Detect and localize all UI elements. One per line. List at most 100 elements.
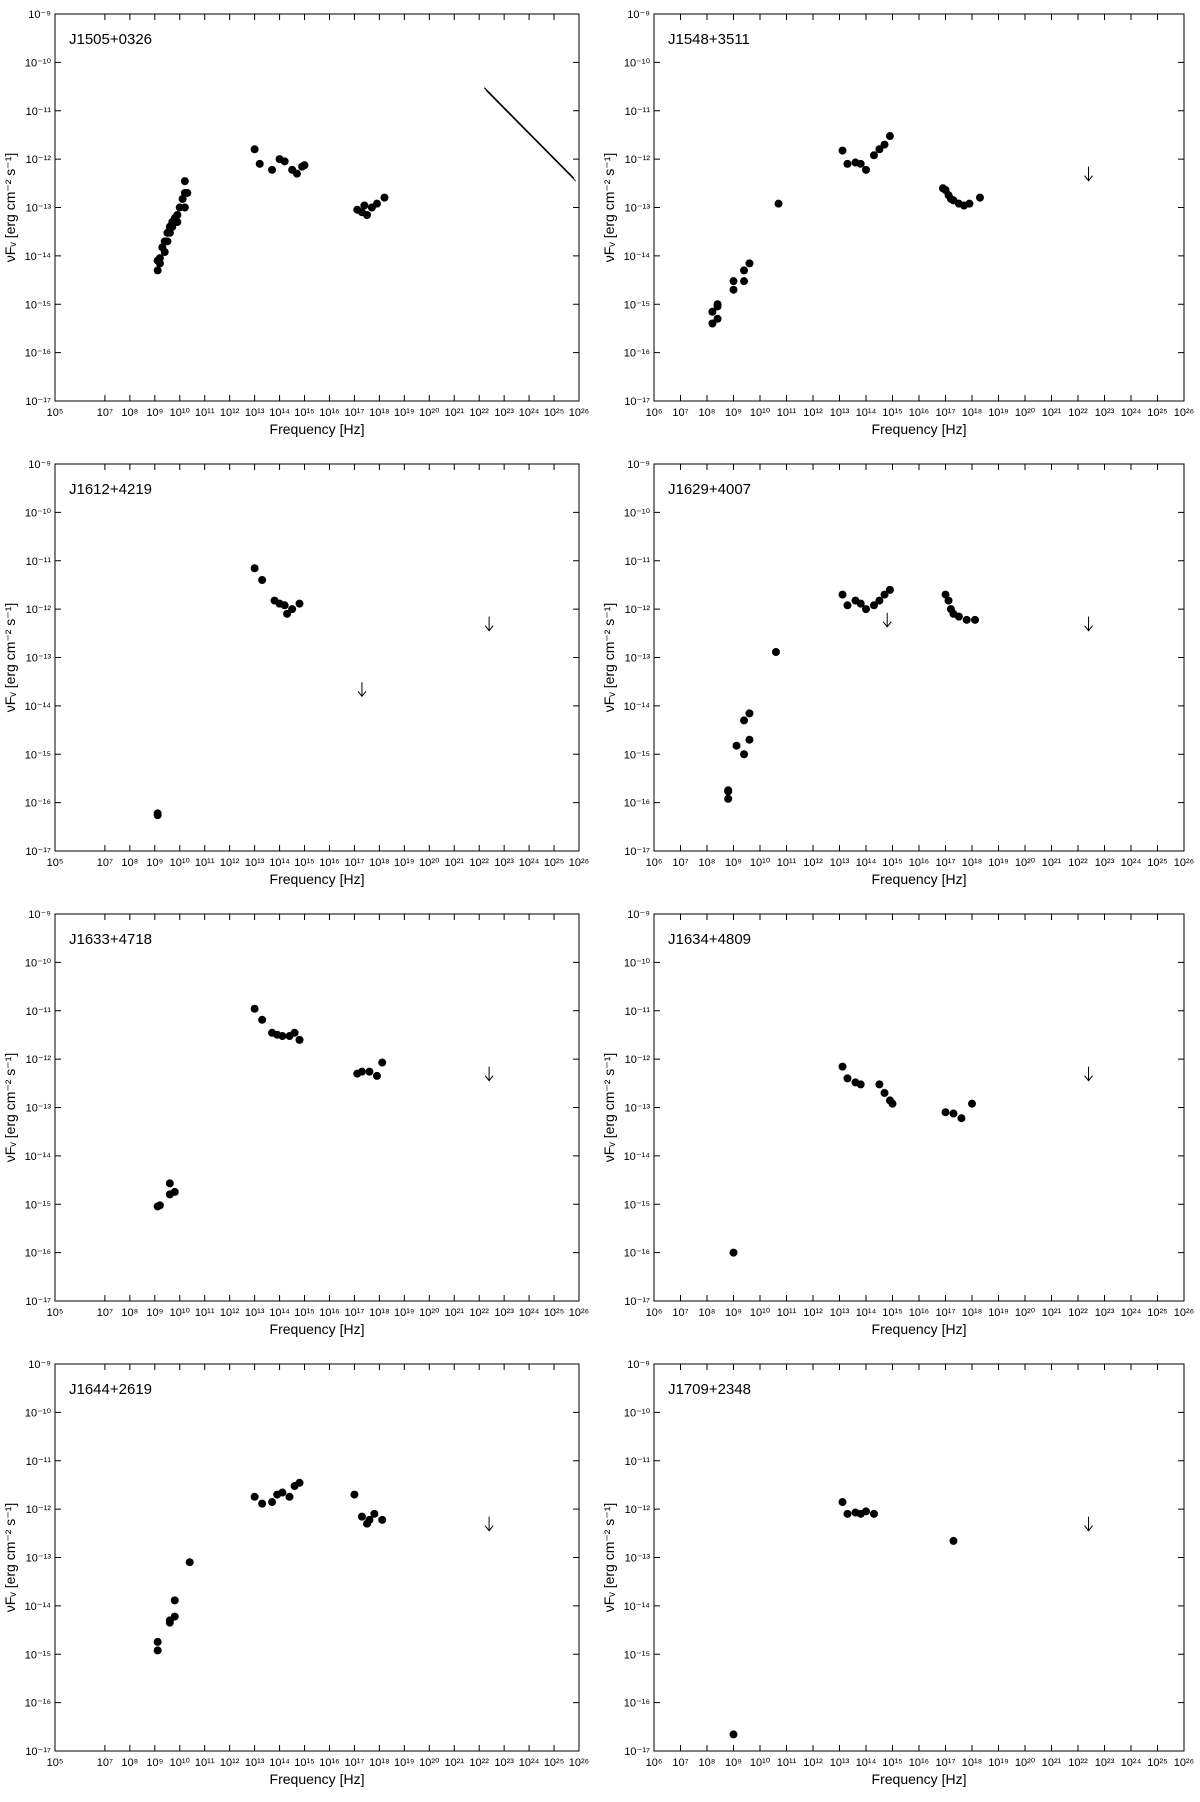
data-point xyxy=(360,201,369,210)
x-tick-label: 10⁹ xyxy=(725,1757,742,1769)
data-point xyxy=(278,1032,287,1041)
data-point xyxy=(724,794,733,803)
data-point xyxy=(168,222,177,231)
data-point xyxy=(268,165,277,174)
data-point xyxy=(300,161,309,170)
data-point xyxy=(880,1088,889,1097)
data-point xyxy=(365,1515,374,1524)
x-tick-label: 10⁸ xyxy=(699,407,716,419)
data-point xyxy=(250,145,259,154)
y-tick-label: 10⁻¹⁵ xyxy=(25,749,51,761)
y-tick-label: 10⁻¹⁴ xyxy=(25,701,52,713)
x-tick-label: 10¹⁰ xyxy=(750,857,771,869)
x-tick-label: 10¹³ xyxy=(245,1307,265,1319)
x-tick-label: 10²⁵ xyxy=(544,407,564,419)
x-tick-label: 10²³ xyxy=(1095,1757,1115,1769)
x-tick-label: 10¹⁷ xyxy=(344,407,364,419)
data-point xyxy=(165,228,174,237)
data-point xyxy=(372,199,381,208)
data-point xyxy=(880,590,889,599)
data-point xyxy=(363,210,372,219)
chart-title: J1709+2348 xyxy=(668,1381,751,1398)
data-point xyxy=(708,319,717,328)
y-tick-label: 10⁻¹² xyxy=(625,154,651,166)
x-tick-label: 10¹² xyxy=(220,857,240,869)
plot-frame xyxy=(653,1363,1185,1752)
upper-limit xyxy=(357,682,367,698)
x-tick-label: 10⁹ xyxy=(725,1307,742,1319)
chart-title: J1634+4809 xyxy=(668,931,751,948)
x-tick-label: 10¹² xyxy=(803,857,823,869)
plot-frame xyxy=(54,13,580,402)
chart-title: J1548+3511 xyxy=(668,31,750,48)
x-tick-label: 10¹⁶ xyxy=(319,857,339,869)
y-tick-label: 10⁻¹⁷ xyxy=(624,396,650,408)
data-point xyxy=(250,564,259,573)
x-tick-label: 10⁸ xyxy=(699,1307,716,1319)
panel: 10⁵ 10⁷ 10⁸ 10⁹ 10¹⁰ 10¹¹ 10¹² 10¹³ 10¹⁴ 10¹⁵ 10¹⁶… xyxy=(2,909,589,1337)
x-tick-label: 10¹⁵ xyxy=(294,857,314,869)
data-point xyxy=(729,285,738,294)
panel: 10⁶ 10⁷ 10⁸ 10⁹ 10¹⁰ 10¹¹ 10¹² 10¹³ 10¹⁴ 10¹⁵ 10¹⁶… xyxy=(601,459,1194,887)
x-tick-label: 10²³ xyxy=(1095,407,1115,419)
upper-limit xyxy=(1084,1516,1093,1532)
x-tick-label: 10²⁴ xyxy=(519,1307,540,1319)
data-point xyxy=(155,1201,164,1210)
x-tick-label: 10¹⁸ xyxy=(962,857,983,869)
x-tick-label: 10⁷ xyxy=(672,1757,688,1769)
x-tick-label: 10¹¹ xyxy=(777,407,797,419)
data-point xyxy=(740,750,749,759)
y-tick-label: 10⁻¹² xyxy=(625,604,651,616)
x-tick-label: 10⁸ xyxy=(121,857,138,869)
y-tick-label: 10⁻¹¹ xyxy=(26,556,52,568)
data-point xyxy=(954,612,963,621)
x-tick-label: 10¹⁹ xyxy=(988,407,1009,419)
data-point xyxy=(295,1478,304,1487)
data-point xyxy=(283,609,292,618)
x-tick-label: 10²² xyxy=(469,857,489,869)
y-tick-label: 10⁻¹⁶ xyxy=(624,1248,650,1260)
data-point xyxy=(957,1114,966,1123)
y-tick-label: 10⁻¹⁷ xyxy=(25,1296,51,1308)
chart-title: J1629+4007 xyxy=(668,481,751,498)
y-tick-label: 10⁻¹⁴ xyxy=(25,1601,52,1613)
data-point xyxy=(380,193,389,202)
x-tick-label: 10²¹ xyxy=(444,407,464,419)
y-tick-label: 10⁻¹⁶ xyxy=(25,798,51,810)
x-tick-label: 10²² xyxy=(469,407,489,419)
x-tick-label: 10¹⁷ xyxy=(936,1757,956,1769)
data-point xyxy=(962,615,971,624)
x-tick-label: 10¹⁹ xyxy=(394,1307,415,1319)
x-tick-label: 10⁹ xyxy=(146,1307,163,1319)
y-tick-label: 10⁻¹³ xyxy=(26,203,52,215)
data-point xyxy=(713,314,722,323)
x-tick-label: 10⁹ xyxy=(725,407,742,419)
x-tick-label: 10²³ xyxy=(494,1757,514,1769)
x-axis-label: Frequency [Hz] xyxy=(872,1771,967,1787)
x-axis-label: Frequency [Hz] xyxy=(872,1321,967,1337)
data-point xyxy=(173,218,182,227)
x-tick-label: 10¹⁶ xyxy=(909,1307,929,1319)
x-tick-label: 10²⁰ xyxy=(419,407,440,419)
x-tick-label: 10¹⁵ xyxy=(294,407,314,419)
y-tick-label: 10⁻¹⁴ xyxy=(25,251,52,263)
x-tick-label: 10²⁴ xyxy=(1121,857,1142,869)
x-tick-label: 10²⁴ xyxy=(1121,1757,1142,1769)
x-tick-label: 10¹⁸ xyxy=(962,407,983,419)
x-tick-label: 10¹⁵ xyxy=(882,857,902,869)
x-tick-label: 10⁶ xyxy=(646,1757,663,1769)
x-tick-label: 10¹⁴ xyxy=(269,1307,290,1319)
x-tick-label: 10¹⁵ xyxy=(294,1757,314,1769)
y-tick-label: 10⁻⁹ xyxy=(627,1359,650,1371)
data-point xyxy=(745,259,754,268)
y-tick-label: 10⁻¹⁵ xyxy=(25,1649,51,1661)
x-tick-label: 10²⁵ xyxy=(544,1307,564,1319)
data-point xyxy=(372,1071,381,1080)
x-tick-label: 10²⁴ xyxy=(1121,1307,1142,1319)
data-point xyxy=(165,1179,174,1188)
panel: 10⁶ 10⁷ 10⁸ 10⁹ 10¹⁰ 10¹¹ 10¹² 10¹³ 10¹⁴ 10¹⁵ 10¹⁶… xyxy=(601,909,1194,1337)
data-point xyxy=(965,199,974,208)
x-tick-label: 10¹⁴ xyxy=(856,857,877,869)
data-point xyxy=(875,145,884,154)
x-tick-label: 10¹⁸ xyxy=(369,407,390,419)
